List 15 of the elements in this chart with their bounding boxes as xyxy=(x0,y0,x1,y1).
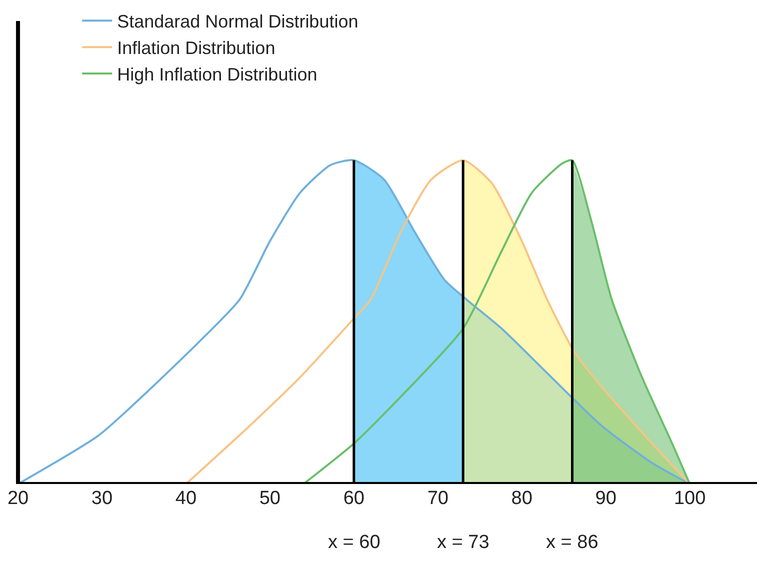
ref-line-label: x = 73 xyxy=(437,532,490,553)
x-tick-label: 40 xyxy=(175,488,197,509)
x-tick-label: 60 xyxy=(343,488,364,509)
legend-label: Inflation Distribution xyxy=(117,38,276,58)
legend-label: Standarad Normal Distribution xyxy=(117,12,358,32)
ref-line-label: x = 60 xyxy=(328,532,380,553)
ref-line-label: x = 86 xyxy=(546,532,598,553)
x-tick-label: 100 xyxy=(674,488,706,509)
x-tick-label: 30 xyxy=(91,488,113,509)
x-tick-label: 50 xyxy=(259,488,280,509)
legend-label: High Inflation Distribution xyxy=(117,64,318,84)
x-tick-label: 90 xyxy=(595,488,616,509)
x-tick-label: 20 xyxy=(7,488,29,509)
x-tick-label: 70 xyxy=(427,488,448,509)
x-tick-label: 80 xyxy=(511,488,532,509)
